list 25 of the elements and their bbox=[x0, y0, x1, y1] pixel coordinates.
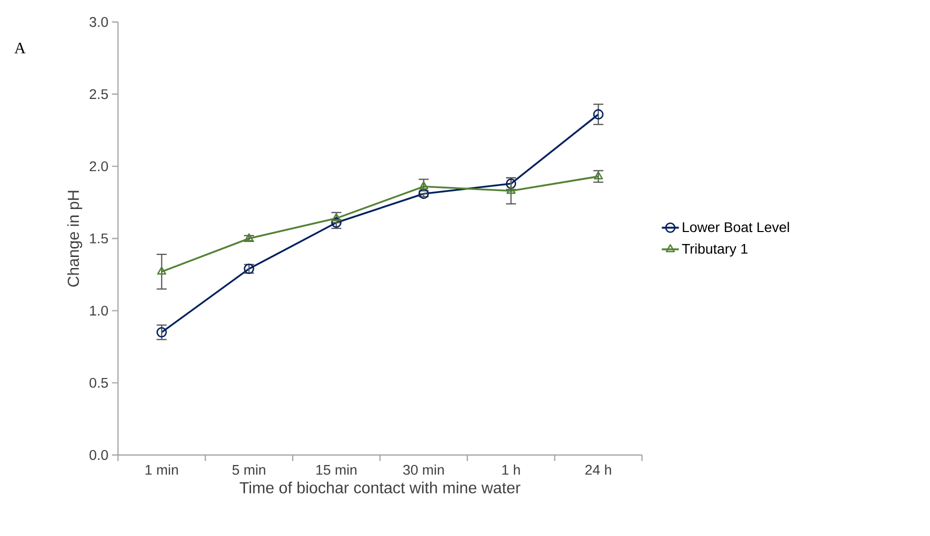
x-tick-label: 24 h bbox=[585, 464, 612, 475]
point bbox=[331, 217, 342, 228]
x-tick-label: 30 min bbox=[403, 464, 444, 475]
y-tick-label: 1.5 bbox=[90, 234, 108, 244]
legend-label: Lower Boat Level bbox=[682, 222, 789, 232]
y-axis-title: Change in pH bbox=[67, 190, 82, 287]
y-tick-label: 1.0 bbox=[90, 306, 108, 316]
point bbox=[156, 327, 167, 338]
point bbox=[594, 171, 603, 180]
point bbox=[418, 188, 429, 199]
y-tick-label: 0.5 bbox=[90, 378, 108, 388]
y-tick-label: 2.0 bbox=[90, 161, 108, 172]
y-tick-label: 3.0 bbox=[90, 17, 108, 27]
point bbox=[244, 233, 254, 242]
y-tick-label: 0.0 bbox=[90, 450, 108, 460]
legend-label: Tributary 1 bbox=[682, 243, 748, 257]
x-tick-label: 1 min bbox=[146, 464, 178, 475]
x-axis-title: Time of biochar contact with mine water bbox=[240, 482, 520, 494]
x-tick-label: 1 h bbox=[502, 464, 520, 475]
x-tick-label: 15 min bbox=[316, 464, 356, 475]
point bbox=[593, 109, 604, 120]
point bbox=[157, 266, 166, 275]
y-tick-label: 2.5 bbox=[90, 89, 108, 100]
x-tick-label: 5 min bbox=[232, 464, 266, 475]
text: A bbox=[14, 42, 26, 54]
